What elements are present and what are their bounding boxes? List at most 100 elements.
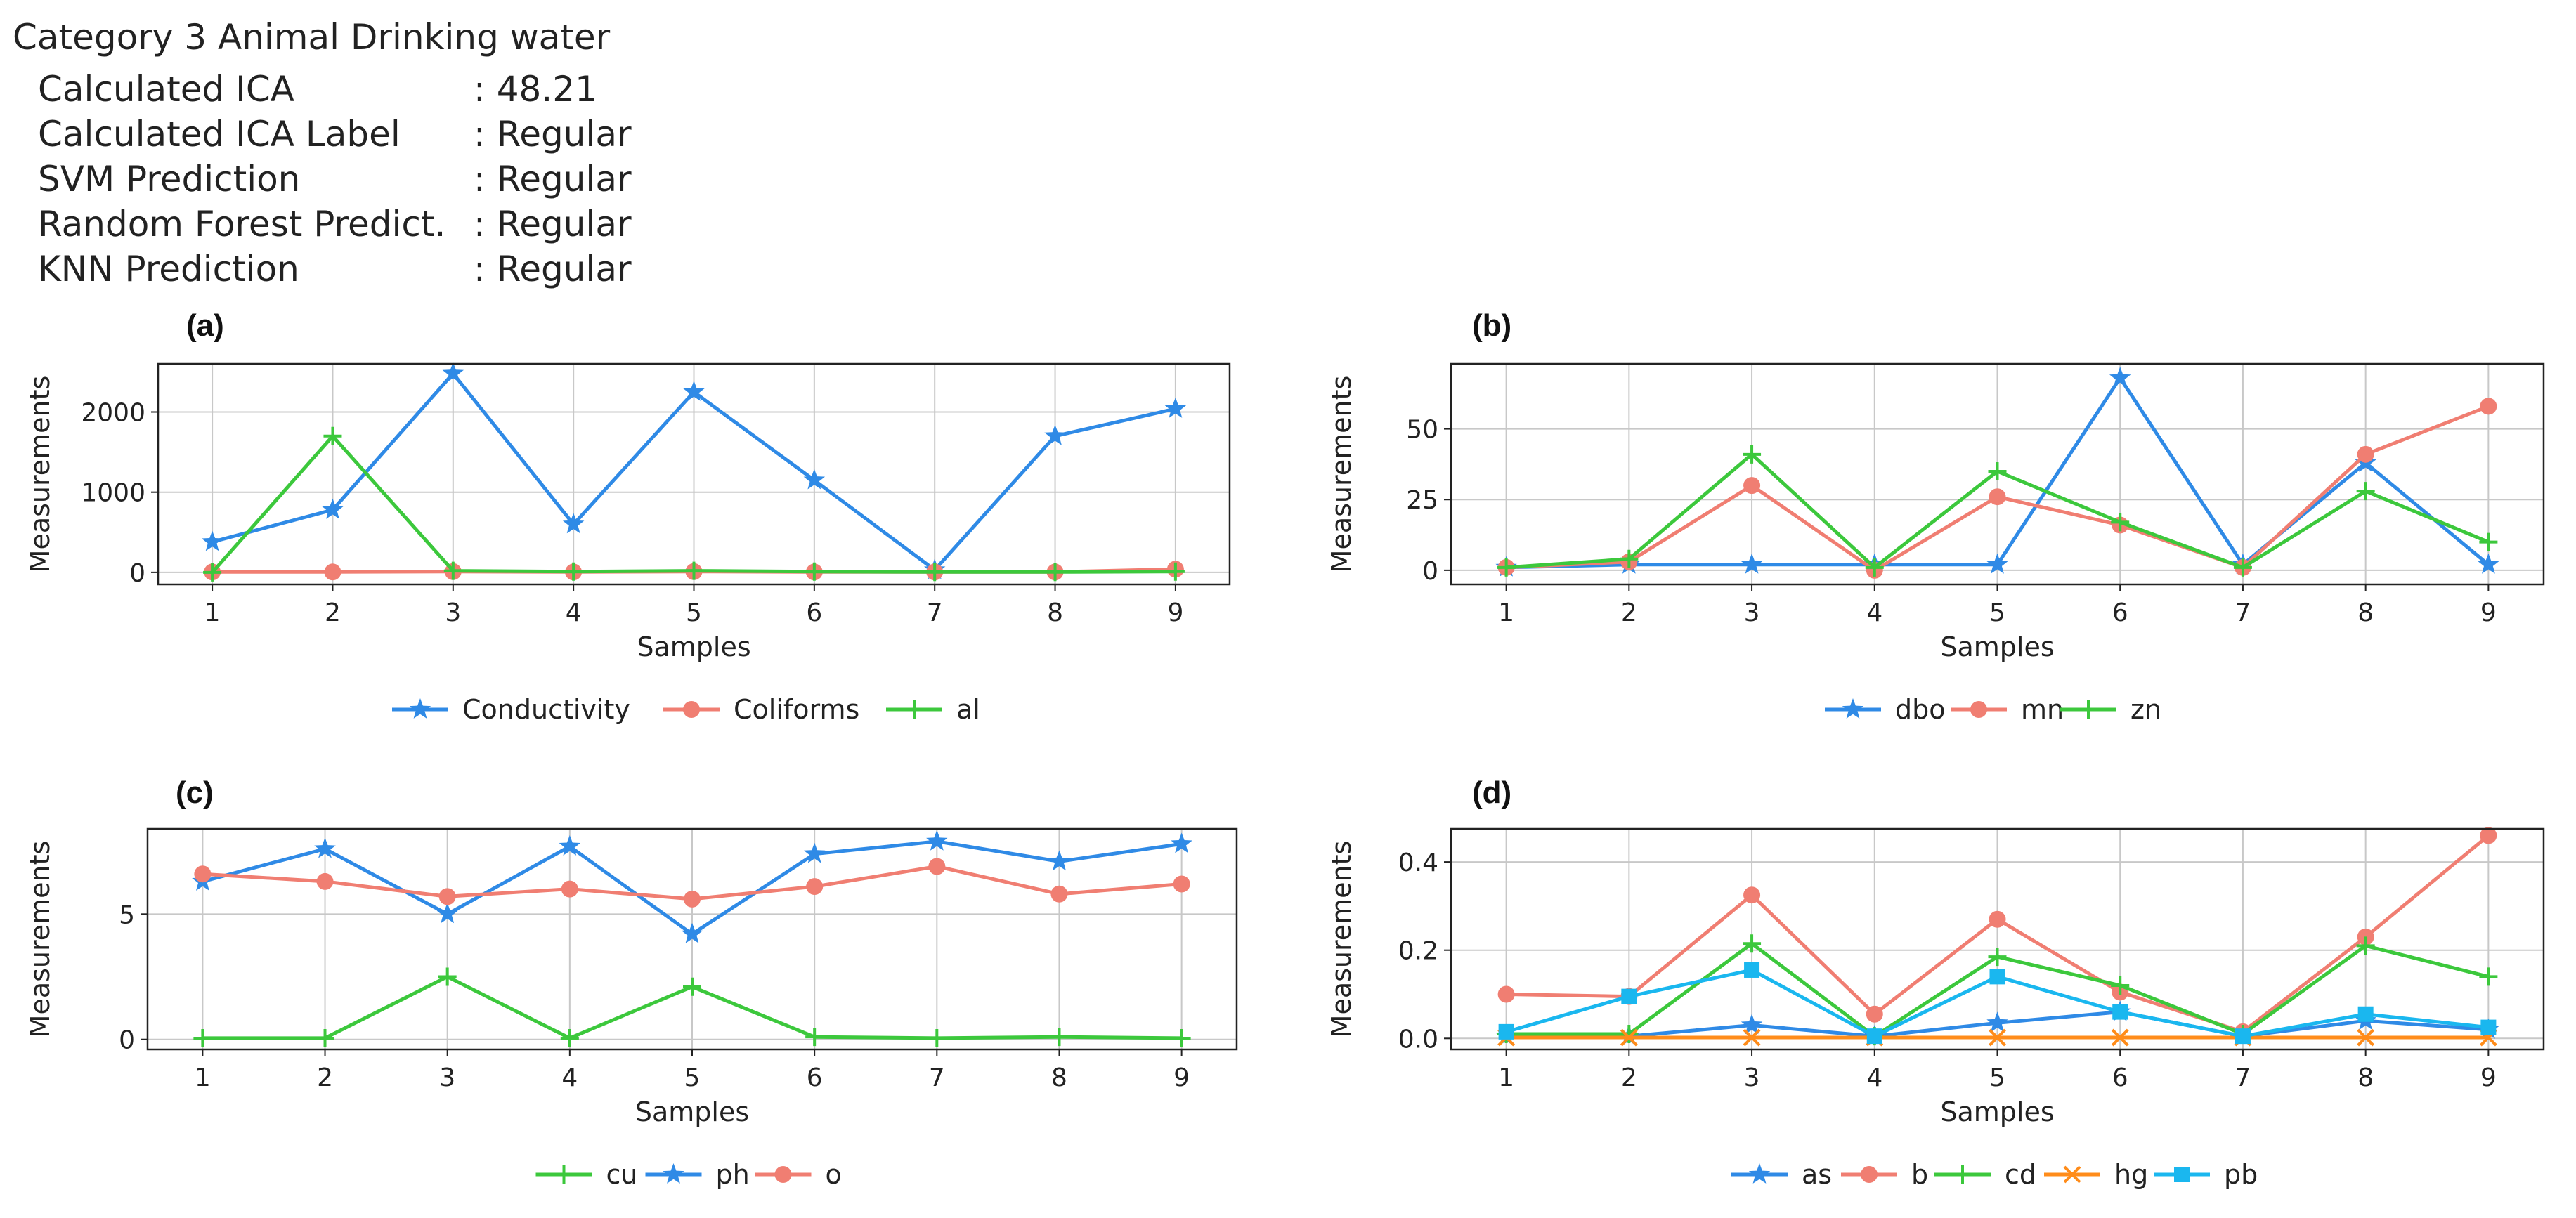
data-point-ph (681, 922, 703, 943)
data-point-pb (1498, 1023, 1514, 1040)
data-point-pb (2480, 1019, 2497, 1035)
info-row-ica: Calculated ICA : 48.21 (38, 69, 741, 114)
legend-marker-cd (1953, 1165, 1972, 1184)
data-point-zn (1865, 558, 1884, 577)
info-value: : Regular (474, 114, 632, 155)
legend: as b cd hg pb (1731, 1159, 2258, 1190)
data-point-cu (928, 1028, 947, 1047)
data-point-o (1050, 885, 1068, 903)
data-point-al (1046, 563, 1065, 582)
panel-letter: (d) (1472, 775, 1511, 810)
y-tick-label: 0 (119, 1026, 135, 1055)
data-point-o (684, 890, 701, 908)
y-tick-label: 1000 (81, 479, 145, 508)
x-tick-label: 1 (1498, 598, 1514, 627)
legend-label-pb: pb (2224, 1159, 2258, 1190)
data-point-pb (1866, 1028, 1882, 1045)
data-point-mn (2357, 445, 2374, 463)
legend-marker-as (1748, 1163, 1771, 1184)
data-point-al (805, 562, 824, 581)
data-point-ph (803, 842, 826, 863)
data-point-o (806, 878, 824, 896)
data-point-pb (1621, 988, 1637, 1004)
legend: dbo mn zn (1825, 694, 2161, 725)
x-axis-label: Samples (635, 1096, 749, 1127)
legend-marker-pb (2174, 1167, 2190, 1182)
info-value: : Regular (474, 249, 632, 289)
legend-marker-al (905, 700, 923, 719)
data-point-zn (1988, 461, 2007, 480)
data-point-al (684, 561, 703, 580)
panel-letter: (c) (176, 775, 214, 810)
x-axis-label: Samples (637, 631, 750, 662)
x-tick-label: 4 (566, 598, 582, 627)
data-point-o (316, 872, 334, 890)
data-point-cu (683, 977, 701, 996)
x-tick-label: 9 (2480, 598, 2497, 627)
x-tick-label: 8 (1051, 1063, 1067, 1092)
data-point-o (928, 858, 946, 875)
data-point-al (203, 563, 222, 582)
data-point-zn (2111, 513, 2130, 532)
chart-a-svg: (a) 1 2 3 4 5 6 7 8 9 0 1000 2000 Samples Measurements… (25, 308, 1231, 725)
x-tick-label: 3 (1744, 1063, 1760, 1092)
y-tick-label: 0 (1422, 557, 1438, 586)
x-tick-label: 7 (2235, 1063, 2251, 1092)
info-label: Random Forest Predict. (38, 204, 446, 244)
data-point-o (1173, 875, 1190, 893)
x-tick-label: 3 (439, 1063, 455, 1092)
data-point-coliforms (324, 563, 341, 581)
data-point-ph (1048, 850, 1070, 871)
data-point-zn (1743, 445, 1762, 464)
data-point-mn (1989, 488, 2006, 506)
legend-label-as: as (1802, 1159, 1832, 1190)
panel-letter: (b) (1472, 308, 1511, 343)
data-point-zn (2479, 532, 2498, 551)
data-point-cu (1050, 1028, 1069, 1047)
data-point-cu (805, 1028, 824, 1047)
data-point-hg (2111, 1028, 2129, 1047)
x-tick-label: 9 (1173, 1063, 1190, 1092)
x-tick-label: 8 (1047, 598, 1063, 627)
y-axis-label: Measurements (1326, 841, 1357, 1038)
x-axis-label: Samples (1940, 631, 2054, 662)
legend-marker-o (774, 1166, 792, 1183)
legend-label-dbo: dbo (1895, 694, 1946, 725)
legend-marker-hg (2063, 1165, 2081, 1184)
data-point-al (564, 562, 583, 581)
x-tick-label: 2 (1621, 598, 1637, 627)
data-point-conductivity (1164, 397, 1187, 418)
page-title: Category 3 Animal Drinking water (13, 17, 611, 58)
data-point-zn (2356, 482, 2375, 501)
data-point-conductivity (562, 513, 585, 534)
data-point-pb (1744, 962, 1760, 978)
data-point-b (2480, 827, 2497, 844)
legend-label-al: al (956, 694, 980, 725)
y-axis-label: Measurements (25, 841, 56, 1038)
x-tick-label: 1 (1498, 1063, 1514, 1092)
info-header: Category 3 Animal Drinking water Calcula… (13, 10, 715, 305)
chart-b-svg: (b) 1 2 3 4 5 6 7 8 9 0 25 50 Samples Measurements dbo m… (1326, 308, 2545, 725)
legend-label-hg: hg (2114, 1159, 2148, 1190)
data-point-zn (2233, 558, 2252, 577)
data-point-conductivity (683, 381, 705, 401)
info-row-random-forest: Random Forest Predict. : Regular (38, 204, 741, 249)
info-label: Calculated ICA Label (38, 114, 401, 155)
x-tick-label: 6 (2112, 1063, 2128, 1092)
x-tick-label: 6 (2112, 598, 2128, 627)
legend-marker-dbo (1842, 698, 1864, 719)
chart-panel-c: (c) 1 2 3 4 5 6 7 8 9 0 5 Samples Measurements cu ph o (0, 769, 1265, 1205)
y-tick-label: 2000 (81, 399, 145, 428)
legend-label-zn: zn (2131, 694, 2161, 725)
legend-marker-mn (1970, 701, 1987, 718)
legend-marker-b (1861, 1166, 1878, 1183)
info-label: SVM Prediction (38, 159, 301, 199)
data-point-b (1866, 1005, 1883, 1023)
x-tick-label: 2 (317, 1063, 333, 1092)
data-point-mn (1743, 477, 1761, 495)
x-tick-label: 7 (2235, 598, 2251, 627)
legend-label-ph: ph (716, 1159, 750, 1190)
data-point-cd (1988, 948, 2007, 967)
y-tick-label: 50 (1406, 416, 1438, 445)
data-point-pb (2235, 1028, 2251, 1045)
